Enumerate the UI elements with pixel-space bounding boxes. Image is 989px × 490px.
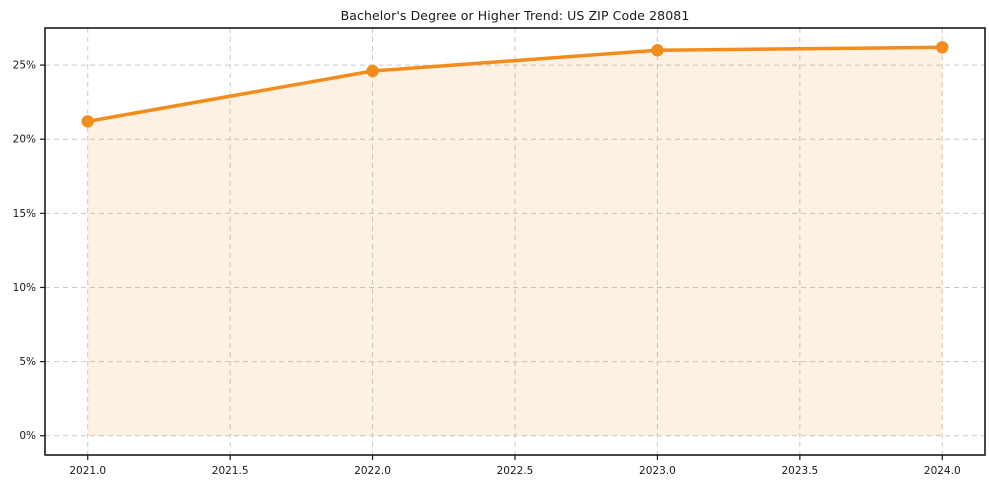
data-point-marker <box>651 44 664 57</box>
data-point-marker <box>366 64 379 78</box>
data-point-marker <box>936 41 949 54</box>
x-axis-tick-label: 2022.5 <box>497 465 534 477</box>
y-axis-tick-label: 15% <box>13 208 36 220</box>
y-axis-tick-label: 10% <box>13 282 36 294</box>
x-axis-tick-label: 2022.0 <box>354 465 391 477</box>
x-axis-tick-label: 2023.0 <box>639 465 676 477</box>
x-axis-tick-label: 2021.0 <box>69 465 106 477</box>
y-axis-tick-label: 25% <box>13 60 36 72</box>
y-axis-tick-label: 20% <box>13 134 36 146</box>
chart-title: Bachelor's Degree or Higher Trend: US ZI… <box>340 8 690 23</box>
y-axis-tick-label: 0% <box>19 430 36 442</box>
x-axis-tick-label: 2021.5 <box>212 465 249 477</box>
area-fill <box>87 47 943 436</box>
x-axis-tick-label: 2024.0 <box>924 465 961 477</box>
trend-line <box>85 45 945 124</box>
data-point-marker <box>81 115 94 128</box>
y-axis-tick-label: 5% <box>19 356 36 368</box>
x-axis-tick-label: 2023.5 <box>781 465 818 477</box>
